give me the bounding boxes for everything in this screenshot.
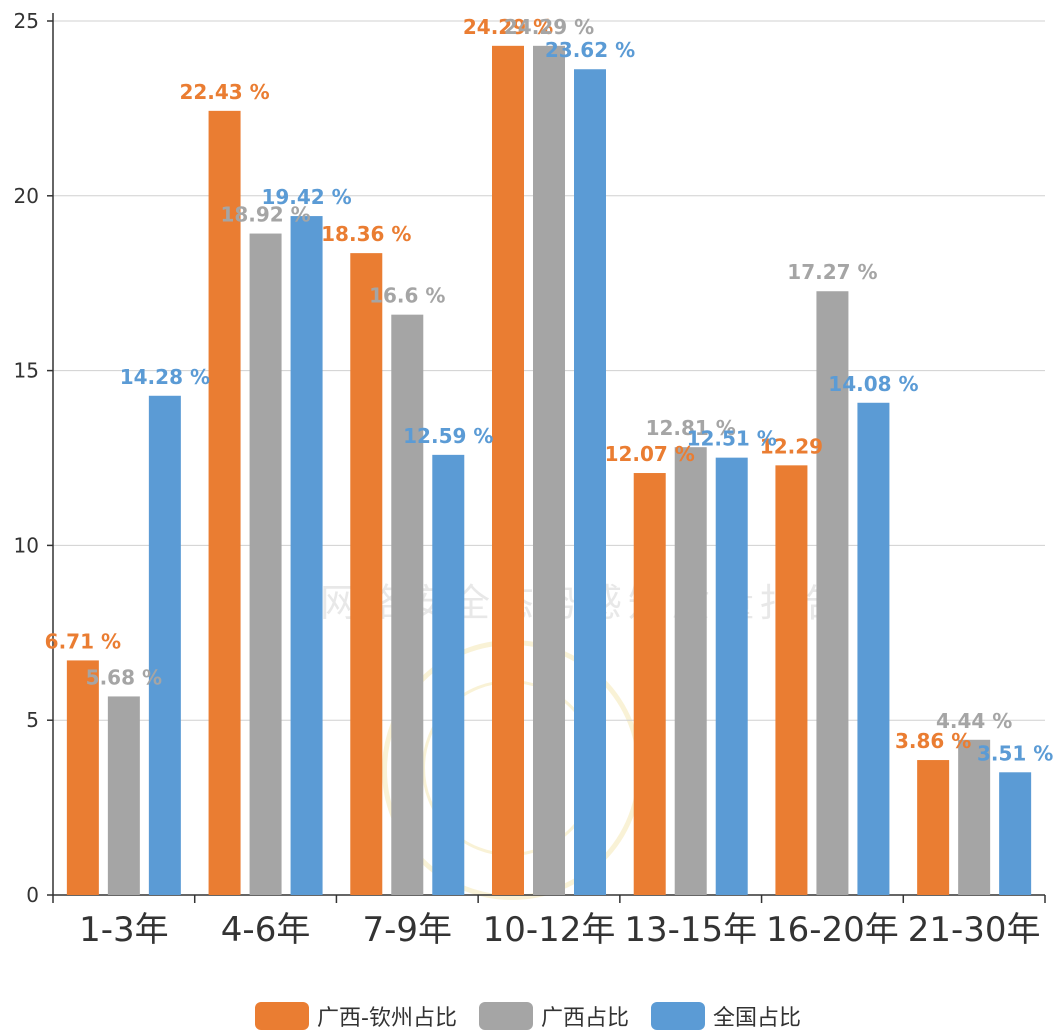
data-label: 12.81 %: [646, 416, 736, 440]
bar: [208, 110, 241, 896]
bar: [66, 660, 99, 895]
bar: [958, 739, 991, 895]
data-label: 18.36 %: [321, 222, 411, 246]
data-label: 3.86 %: [895, 729, 971, 753]
legend-label: 广西占比: [540, 1006, 629, 1031]
data-label: 14.08 %: [828, 372, 918, 396]
bar: [432, 454, 465, 895]
data-label: 17.27 %: [787, 260, 877, 284]
y-tick-label: 20: [14, 184, 39, 208]
data-label: 14.28 %: [120, 365, 210, 389]
y-tick-label: 15: [14, 359, 39, 383]
data-label: 5.68 %: [86, 665, 162, 689]
bar-chart: 0 5 10 15 20 25 1-3年 4-6年 7-9年 10-12年 13-15年 16-20年…: [14, 9, 1054, 950]
data-label: 12.51 %: [687, 427, 777, 451]
data-label: 12.29: [760, 434, 823, 458]
data-label: 16.6 %: [369, 284, 445, 308]
data-label: 22.43 %: [179, 80, 269, 104]
bar: [350, 253, 383, 895]
legend-item[interactable]: 全国占比: [650, 1000, 801, 1032]
bar: [715, 457, 748, 895]
data-label: 3.51 %: [977, 741, 1053, 765]
bar: [816, 291, 849, 895]
bar: [633, 473, 666, 895]
bar: [249, 233, 282, 896]
y-tick-label: 5: [26, 708, 39, 732]
y-tick-label: 0: [26, 883, 39, 907]
bar: [148, 395, 181, 895]
bar: [533, 45, 565, 896]
x-tick-label: 7-9年: [363, 910, 453, 950]
legend-item[interactable]: 广西占比: [478, 1000, 629, 1032]
legend-swatch: [478, 1002, 533, 1030]
bar: [775, 465, 808, 895]
data-label: 24.29 %: [463, 15, 553, 39]
legend-label: 全国占比: [712, 1006, 801, 1031]
data-label: 24.29 %: [504, 15, 594, 39]
bar: [391, 314, 424, 895]
bar: [107, 696, 140, 895]
legend-swatch: [650, 1002, 705, 1030]
x-tick-label: 13-15年: [624, 910, 757, 950]
x-tick-label: 10-12年: [483, 910, 616, 950]
x-tick-label: 1-3年: [79, 910, 169, 950]
bar: [857, 402, 890, 895]
legend-item[interactable]: 广西-钦州占比: [255, 1000, 457, 1032]
legend: 广西-钦州占比 广西占比 全国占比: [0, 996, 1056, 1036]
y-tick-label: 25: [14, 9, 39, 33]
data-label: 4.44 %: [936, 709, 1012, 733]
legend-label: 广西-钦州占比: [317, 1006, 457, 1031]
bar: [999, 772, 1032, 895]
data-label: 12.07 %: [605, 442, 695, 466]
x-tick-label: 4-6年: [221, 910, 311, 950]
data-label: 18.92 %: [220, 203, 310, 227]
bar: [574, 69, 606, 895]
y-tick-label: 10: [14, 533, 39, 557]
x-tick-label: 21-30年: [908, 910, 1041, 950]
data-label: 6.71 %: [45, 629, 121, 653]
data-label: 23.62 %: [545, 38, 635, 62]
bar: [492, 45, 524, 896]
x-tick-label: 16-20年: [766, 910, 899, 950]
bar: [674, 447, 707, 895]
data-label: 19.42 %: [261, 185, 351, 209]
bar: [290, 216, 323, 896]
legend-swatch: [255, 1002, 309, 1030]
bar: [917, 760, 950, 895]
data-label: 12.59 %: [403, 424, 493, 448]
